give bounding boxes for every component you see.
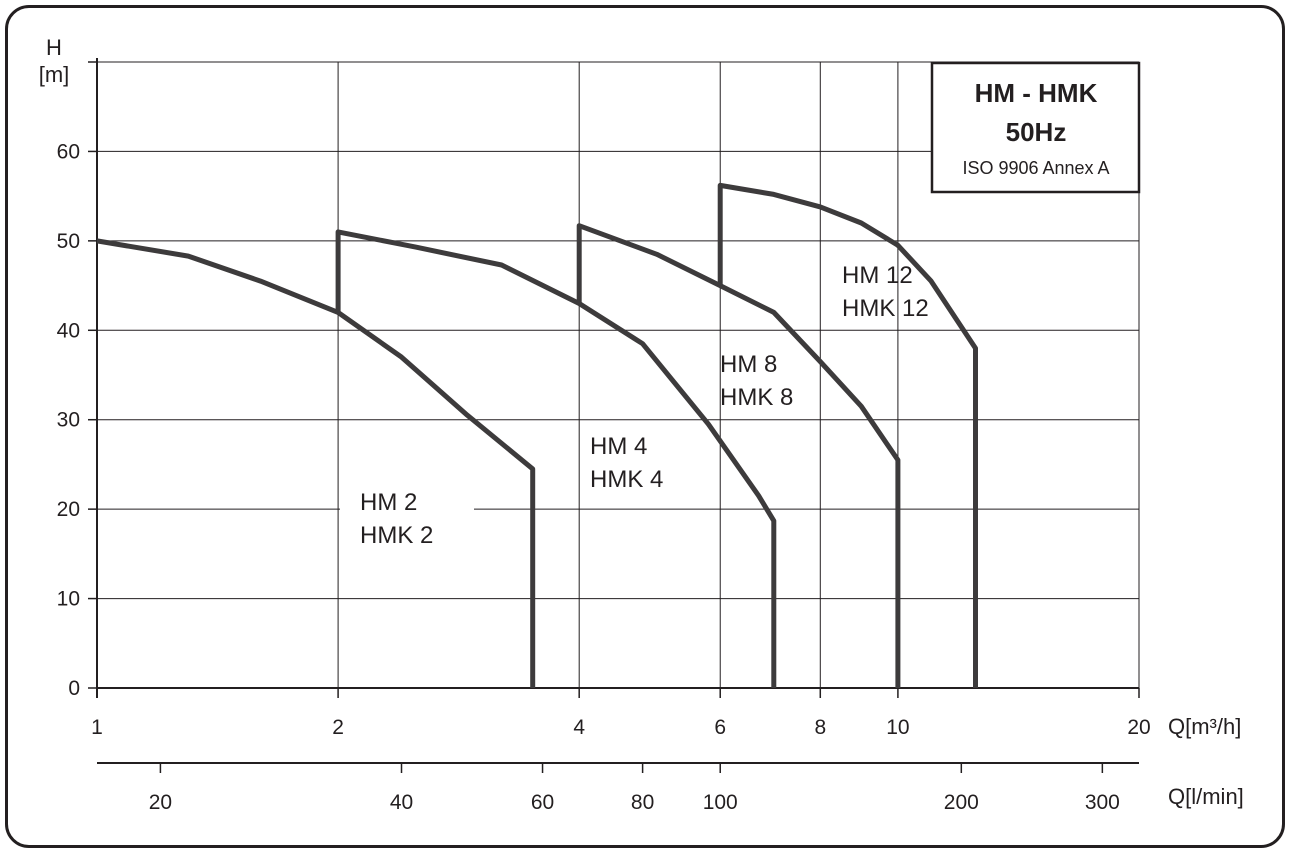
curve-label-name2: HMK 12 [842, 295, 929, 322]
x2-tick-label: 80 [631, 791, 654, 814]
title-box: HM - HMK 50Hz ISO 9906 Annex A [930, 61, 1141, 194]
curve-hm-4 [335, 229, 777, 688]
curve-label-name: HM 8 [720, 351, 777, 378]
x2-tick-label: 60 [531, 791, 554, 814]
x2-tick-label: 200 [944, 791, 979, 814]
y-tick-label: 60 [57, 140, 80, 163]
y-axis-unit: [m] [39, 62, 70, 87]
y-tick-label: 10 [57, 588, 80, 611]
x-tick-label: 6 [714, 716, 726, 739]
y-tick-label: 40 [57, 319, 80, 342]
y-axis-title: H [46, 35, 62, 60]
curves [96, 182, 978, 688]
chart-title: HM - HMK [975, 78, 1098, 108]
x-axis-title: Q[m³/h] [1168, 714, 1241, 739]
title-box-frame [930, 61, 1141, 194]
curve-label-name2: HMK 2 [360, 522, 433, 549]
x2-axis-title: Q[l/min] [1168, 784, 1244, 809]
curve-label-name: HM 2 [360, 489, 417, 516]
curve-label-name: HM 12 [842, 262, 913, 289]
x2-tick-label: 300 [1085, 791, 1120, 814]
x-tick-label: 4 [573, 716, 585, 739]
curve-hm-2 [96, 238, 536, 688]
chart-subtitle: 50Hz [1006, 117, 1067, 147]
curve-hm-12 [717, 182, 978, 688]
x2-tick-label: 40 [390, 791, 413, 814]
curve-label-name2: HMK 8 [720, 384, 793, 411]
y-tick-label: 20 [57, 498, 80, 521]
tick-labels: 0 10 20 30 40 50 60 1 2 4 6 8 10 20 20 40 60 80 100 200 300 [57, 140, 1151, 814]
x-tick-label: 2 [332, 716, 344, 739]
x-tick-label: 10 [886, 716, 909, 739]
x2-tick-label: 20 [149, 791, 172, 814]
y-tick-label: 30 [57, 409, 80, 432]
curve-hm-8 [576, 223, 901, 688]
y-tick-label: 50 [57, 230, 80, 253]
curve-label-name2: HMK 4 [590, 466, 663, 493]
axes [88, 58, 1140, 773]
curve-label-bg [340, 484, 474, 548]
x-tick-label: 1 [91, 716, 103, 739]
x-tick-label: 20 [1127, 716, 1150, 739]
chart-note: ISO 9906 Annex A [962, 158, 1109, 178]
x-tick-label: 8 [814, 716, 826, 739]
x2-tick-label: 100 [703, 791, 738, 814]
curve-label-name: HM 4 [590, 433, 647, 460]
y-tick-label: 0 [68, 677, 80, 700]
curve-labels: HM 2 HMK 2 HM 4 HMK 4 HM 8 HMK 8 HM 12 HMK 12 [340, 262, 929, 549]
